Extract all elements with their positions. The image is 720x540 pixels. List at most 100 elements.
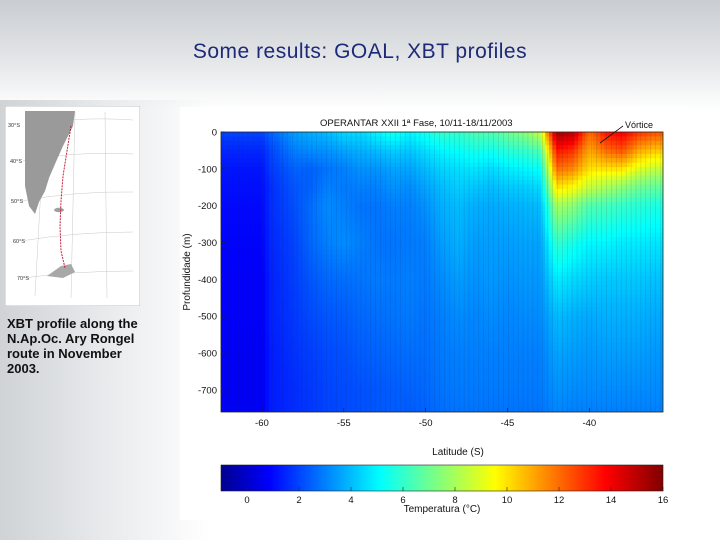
heatmap-cell bbox=[246, 188, 252, 194]
heatmap-cell bbox=[279, 311, 285, 317]
heatmap-cell bbox=[246, 355, 252, 361]
heatmap-cell bbox=[475, 263, 480, 269]
heatmap-cell bbox=[408, 145, 414, 151]
heatmap-cell bbox=[272, 250, 277, 256]
heatmap-cell bbox=[290, 184, 296, 190]
heatmap-cell bbox=[349, 258, 355, 264]
heatmap-cell bbox=[250, 307, 255, 312]
heatmap-cell bbox=[309, 363, 314, 369]
heatmap-cell bbox=[331, 232, 336, 238]
heatmap-cell bbox=[427, 350, 432, 356]
heatmap-cell bbox=[250, 324, 255, 330]
heatmap-cell bbox=[331, 276, 336, 282]
heatmap-cell bbox=[394, 136, 399, 142]
heatmap-cell bbox=[276, 258, 281, 264]
heatmap-cell bbox=[449, 315, 454, 321]
heatmap-cell bbox=[449, 202, 454, 207]
heatmap-cell bbox=[497, 355, 502, 361]
heatmap-cell bbox=[327, 206, 333, 212]
heatmap-cell bbox=[467, 136, 473, 142]
heatmap-cell bbox=[283, 359, 288, 365]
heatmap-cell bbox=[497, 289, 502, 295]
heatmap-cell bbox=[294, 298, 299, 304]
heatmap-cell bbox=[298, 167, 303, 172]
heatmap-cell bbox=[456, 132, 462, 137]
heatmap-cell bbox=[302, 298, 307, 304]
heatmap-cell bbox=[342, 140, 347, 146]
heatmap-cell bbox=[272, 363, 277, 369]
heatmap-cell bbox=[324, 241, 329, 247]
heatmap-cell bbox=[276, 385, 281, 391]
heatmap-cell bbox=[335, 228, 340, 234]
heatmap-cell bbox=[372, 140, 377, 146]
heatmap-cell bbox=[475, 315, 480, 321]
heatmap-cell bbox=[504, 132, 509, 137]
heatmap-cell bbox=[250, 407, 255, 412]
heatmap-cell bbox=[290, 385, 296, 391]
heatmap-cell bbox=[287, 285, 292, 291]
heatmap-cell bbox=[254, 293, 259, 299]
heatmap-cell bbox=[453, 254, 458, 260]
heatmap-cell bbox=[379, 136, 384, 142]
heatmap-cell bbox=[427, 293, 432, 299]
heatmap-cell bbox=[489, 175, 495, 181]
heatmap-cell bbox=[386, 162, 392, 168]
heatmap-cell bbox=[489, 215, 495, 221]
heatmap-cell bbox=[379, 272, 384, 277]
heatmap-cell bbox=[375, 315, 380, 321]
heatmap-cell bbox=[335, 250, 340, 256]
heatmap-cell bbox=[405, 254, 410, 260]
heatmap-cell bbox=[460, 324, 465, 330]
heatmap-cell bbox=[405, 180, 410, 186]
heatmap-cell bbox=[497, 324, 502, 330]
heatmap-cell bbox=[364, 149, 369, 155]
heatmap-cell bbox=[221, 337, 226, 343]
heatmap-cell bbox=[302, 184, 307, 190]
heatmap-cell bbox=[434, 228, 439, 234]
heatmap-cell bbox=[408, 258, 414, 264]
heatmap-cell bbox=[486, 346, 491, 352]
heatmap-cell bbox=[471, 355, 476, 361]
heatmap-cell bbox=[500, 398, 506, 404]
heatmap-cell bbox=[290, 263, 296, 269]
heatmap-cell bbox=[386, 342, 392, 347]
heatmap-cell bbox=[346, 385, 351, 391]
heatmap-cell bbox=[246, 206, 252, 212]
heatmap-cell bbox=[375, 394, 380, 400]
heatmap-cell bbox=[368, 258, 373, 264]
heatmap-cell bbox=[486, 285, 491, 291]
heatmap-cell bbox=[357, 403, 362, 409]
heatmap-cell bbox=[405, 241, 410, 247]
heatmap-cell bbox=[324, 223, 329, 229]
heatmap-cell bbox=[268, 398, 274, 404]
heatmap-cell bbox=[305, 219, 310, 225]
heatmap-cell bbox=[228, 272, 233, 277]
heatmap-cell bbox=[475, 193, 480, 199]
heatmap-cell bbox=[386, 145, 392, 151]
heatmap-cell bbox=[346, 407, 351, 412]
heatmap-cell bbox=[493, 245, 498, 251]
heatmap-cell bbox=[232, 136, 237, 142]
heatmap-cell bbox=[272, 285, 277, 291]
heatmap-cell bbox=[386, 267, 392, 273]
heatmap-cell bbox=[309, 145, 314, 151]
heatmap-cell bbox=[243, 350, 248, 356]
heatmap-cell bbox=[386, 346, 392, 352]
heatmap-cell bbox=[342, 250, 347, 256]
heatmap-cell bbox=[290, 206, 296, 212]
heatmap-cell bbox=[232, 250, 237, 256]
heatmap-cell bbox=[349, 215, 355, 221]
heatmap-cell bbox=[331, 381, 336, 387]
heatmap-cell bbox=[372, 223, 377, 229]
heatmap-cell bbox=[360, 175, 366, 181]
heatmap-cell bbox=[471, 197, 476, 203]
heatmap-cell bbox=[405, 193, 410, 199]
heatmap-cell bbox=[342, 285, 347, 291]
heatmap-cell bbox=[309, 311, 314, 317]
heatmap-cell bbox=[224, 193, 229, 199]
heatmap-cell bbox=[482, 197, 487, 203]
heatmap-cell bbox=[397, 237, 403, 242]
heatmap-cell bbox=[298, 315, 303, 321]
heatmap-cell bbox=[445, 320, 450, 326]
heatmap-cell bbox=[471, 145, 476, 151]
